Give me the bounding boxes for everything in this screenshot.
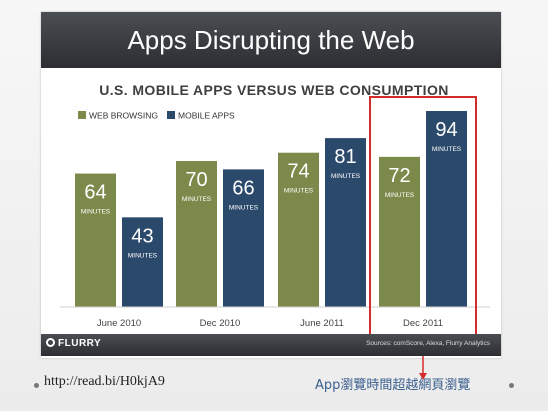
data-label: 94: [435, 119, 457, 141]
data-unit-label: MINUTES: [331, 173, 361, 180]
title-banner: Apps Disrupting the Web: [41, 12, 501, 68]
data-label: 74: [287, 161, 309, 183]
data-label: 70: [185, 169, 207, 191]
data-label: 66: [232, 177, 254, 199]
x-tick-label: June 2011: [300, 318, 344, 329]
data-label: 43: [131, 225, 153, 247]
data-unit-label: MINUTES: [128, 252, 158, 259]
bar-web: [379, 156, 420, 307]
x-tick-label: June 2010: [97, 318, 141, 329]
bar-mobile: [426, 111, 467, 307]
banner-title: Apps Disrupting the Web: [127, 25, 415, 55]
bar-web: [176, 161, 217, 307]
data-label: 72: [388, 165, 410, 187]
sources-note: Sources: comScore, Alexa, Flurry Analyti…: [366, 340, 490, 347]
slide-caption: App瀏覽時間超越網頁瀏覽: [315, 378, 471, 393]
data-unit-label: MINUTES: [229, 204, 259, 211]
legend-swatch-web: [78, 111, 86, 119]
bullet-icon: [509, 383, 514, 388]
bar-mobile: [325, 138, 366, 307]
x-tick-label: Dec 2011: [403, 318, 443, 329]
data-unit-label: MINUTES: [182, 196, 212, 203]
bullet-icon: [34, 383, 39, 388]
x-tick-label: Dec 2010: [200, 318, 241, 329]
data-label: 81: [334, 146, 356, 168]
bar-web: [278, 152, 319, 307]
source-footer-bar: [41, 334, 501, 356]
highlight-arrow-head: [419, 373, 427, 380]
data-unit-label: MINUTES: [432, 146, 462, 153]
chart-panel: Apps Disrupting the Web: [41, 12, 501, 358]
flurry-logo-text: FLURRY: [58, 338, 102, 349]
legend-swatch-mobile: [167, 111, 175, 119]
flurry-logo-icon: [46, 338, 55, 347]
bar-mobile: [122, 217, 163, 307]
chart-title: U.S. MOBILE APPS VERSUS WEB CONSUMPTION: [99, 82, 449, 98]
bar-web: [75, 173, 116, 307]
source-link[interactable]: http://read.bi/H0kjA9: [44, 374, 165, 389]
bar-mobile: [223, 169, 264, 307]
legend-label-web: WEB BROWSING: [89, 111, 158, 121]
data-unit-label: MINUTES: [284, 188, 314, 195]
data-unit-label: MINUTES: [385, 192, 415, 199]
flurry-logo: FLURRY: [46, 338, 101, 349]
data-label: 64: [84, 182, 106, 204]
legend-label-mobile: MOBILE APPS: [178, 111, 235, 121]
data-unit-label: MINUTES: [81, 209, 111, 216]
